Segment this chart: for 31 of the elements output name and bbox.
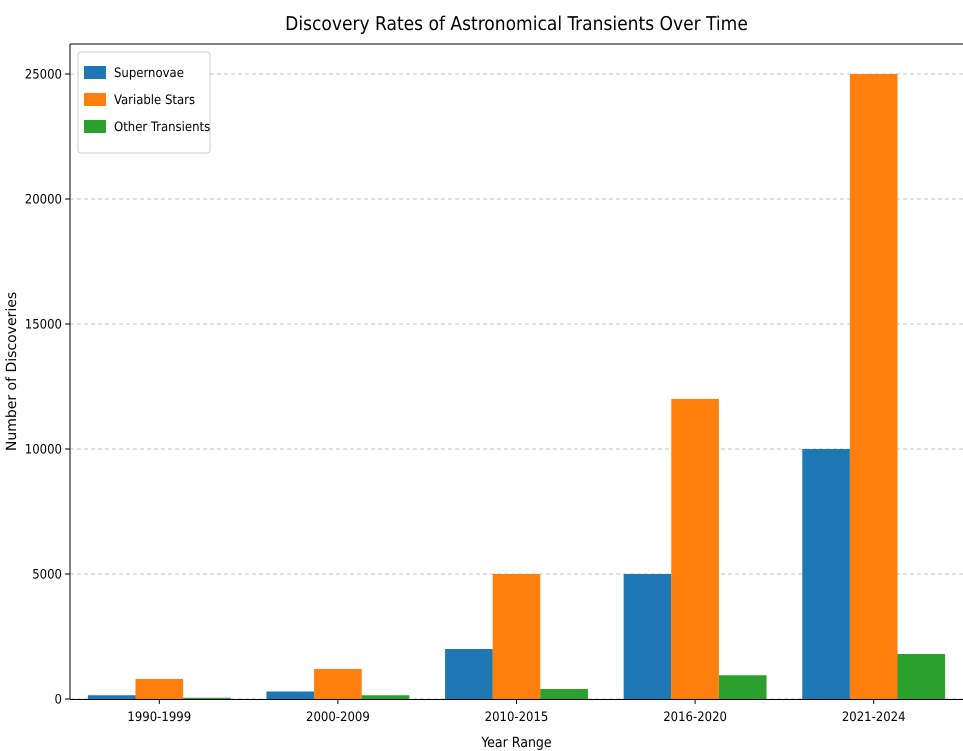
bar [671,399,719,699]
y-axis-title: Number of Discoveries [4,292,20,452]
x-tick-label: 2021-2024 [842,710,906,725]
x-tick-label: 2016-2020 [663,710,727,725]
x-tick-label: 2000-2009 [306,710,370,725]
legend-label: Variable Stars [114,93,196,108]
bar [266,692,314,699]
chart-title: Discovery Rates of Astronomical Transients Over Time [285,13,748,35]
x-tick-label: 2010-2015 [484,710,548,725]
bar [362,695,410,699]
y-tick-label: 10000 [24,442,62,458]
bar [135,679,184,699]
bar [624,574,672,699]
bar [802,449,850,699]
bar [718,675,767,699]
bar [540,689,588,699]
bar [898,654,946,699]
x-tick-label: 1990-1999 [127,710,192,725]
bar [88,695,136,699]
y-tick-label: 0 [54,692,62,708]
y-tick-label: 5000 [32,568,62,583]
y-tick-label: 20000 [24,192,62,208]
x-axis-title: Year Range [480,735,552,751]
y-tick-label: 25000 [24,68,62,83]
bar [445,649,493,699]
bar [492,574,540,699]
legend-label: Other Transients [114,120,210,135]
y-tick-label: 15000 [24,318,62,333]
bar [314,669,362,699]
legend-label: Supernovae [114,66,184,81]
bar [850,74,898,699]
